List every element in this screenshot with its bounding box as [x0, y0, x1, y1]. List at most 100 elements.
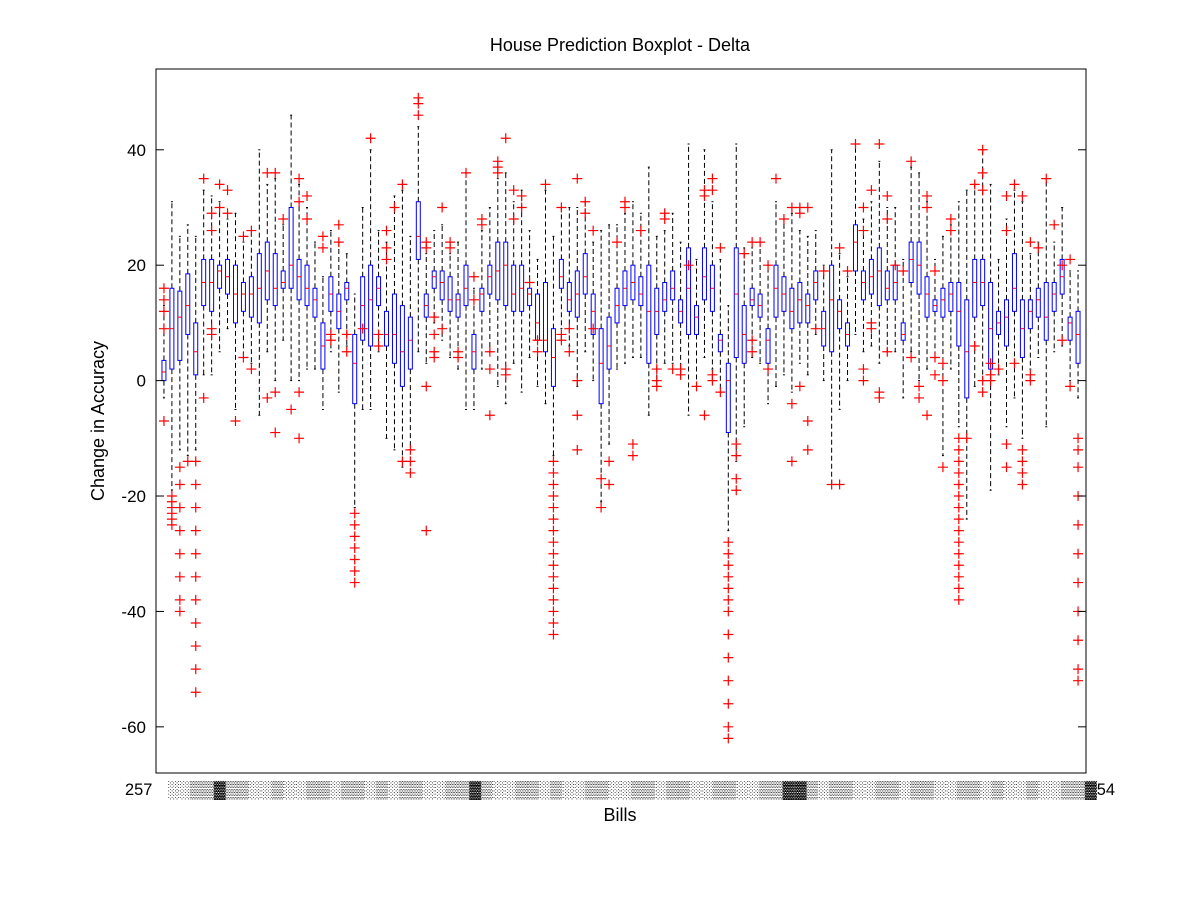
box-group: [1033, 241, 1044, 359]
box-group: [312, 241, 318, 370]
box-group: [731, 143, 742, 496]
outlier-marker: [953, 514, 964, 525]
outlier-marker: [1033, 242, 1044, 253]
outlier-marker: [270, 387, 281, 398]
outlier-marker: [286, 404, 297, 415]
box-group: [906, 156, 917, 363]
outlier-marker: [953, 560, 964, 571]
outlier-marker: [1073, 433, 1084, 444]
outlier-marker: [556, 202, 567, 213]
outlier-marker: [500, 133, 511, 144]
outlier-marker: [922, 190, 933, 201]
box-group: [286, 114, 297, 415]
box-group: [230, 212, 241, 426]
outlier-marker: [1073, 675, 1084, 686]
box-group: [874, 139, 885, 403]
outlier-marker: [262, 392, 273, 403]
box-group: [516, 189, 527, 393]
box-group: [834, 242, 845, 490]
outlier-marker: [516, 190, 527, 201]
outlier-marker: [349, 531, 360, 542]
box: [662, 282, 668, 312]
outlier-marker: [953, 571, 964, 582]
box-group: [222, 185, 233, 330]
outlier-marker: [548, 502, 559, 513]
outlier-marker: [548, 629, 559, 640]
outlier-marker: [731, 473, 742, 484]
outlier-marker: [802, 202, 813, 213]
outlier-marker: [1065, 254, 1076, 265]
outlier-marker: [548, 617, 559, 628]
outlier-marker: [969, 340, 980, 351]
box: [161, 359, 167, 382]
outlier-marker: [572, 173, 583, 184]
outlier-marker: [158, 306, 169, 317]
box-group: [646, 166, 652, 416]
box-group: [262, 167, 273, 403]
box-group: [747, 237, 758, 359]
outlier-marker: [977, 185, 988, 196]
outlier-marker: [723, 606, 734, 617]
outlier-marker: [953, 444, 964, 455]
outlier-marker: [627, 450, 638, 461]
outlier-marker: [906, 156, 917, 167]
outlier-marker: [373, 340, 384, 351]
box: [272, 253, 278, 307]
box-group: [174, 235, 185, 617]
outlier-marker: [763, 364, 774, 375]
outlier-marker: [174, 502, 185, 513]
outlier-marker: [985, 375, 996, 386]
outlier-marker: [158, 283, 169, 294]
box-group: [492, 156, 503, 387]
box: [582, 253, 588, 295]
box: [964, 299, 970, 399]
outlier-marker: [174, 571, 185, 582]
outlier-marker: [230, 416, 241, 426]
y-tick-label: -20: [121, 487, 146, 506]
box-group: [985, 183, 996, 491]
outlier-marker: [421, 381, 432, 392]
outlier-marker: [1057, 335, 1068, 346]
box: [558, 258, 564, 289]
outlier-marker: [548, 548, 559, 559]
outlier-marker: [810, 323, 821, 334]
box: [368, 264, 374, 347]
box-group: [437, 202, 448, 341]
outlier-marker: [1073, 548, 1084, 559]
box: [773, 264, 779, 318]
outlier-marker: [929, 352, 940, 363]
outlier-marker: [1025, 369, 1036, 380]
outlier-marker: [1073, 664, 1084, 675]
outlier-marker: [548, 456, 559, 467]
outlier-marker: [476, 219, 487, 230]
outlier-marker: [413, 110, 424, 121]
outlier-marker: [707, 185, 718, 196]
outlier-marker: [548, 537, 559, 548]
outlier-marker: [929, 265, 940, 276]
box: [352, 333, 358, 405]
box-group: [302, 190, 313, 370]
box-group: [667, 212, 678, 375]
box: [304, 264, 310, 307]
box-group: [198, 173, 209, 403]
outlier-marker: [858, 375, 869, 386]
outlier-marker: [1017, 467, 1028, 478]
outlier-marker: [572, 375, 583, 386]
outlier-marker: [508, 185, 519, 196]
box: [733, 247, 739, 359]
outlier-marker: [977, 144, 988, 155]
box-group: [500, 133, 511, 405]
box-group: [445, 237, 456, 359]
box-group: [532, 258, 543, 387]
outlier-marker: [333, 237, 344, 248]
box: [1004, 299, 1009, 347]
box: [543, 282, 548, 353]
box-group: [1009, 179, 1020, 399]
box-group: [778, 214, 789, 376]
outlier-marker: [532, 346, 543, 357]
box-group: [635, 212, 646, 359]
outlier-marker: [874, 392, 885, 403]
outlier-marker: [190, 502, 201, 513]
outlier-marker: [588, 225, 599, 236]
box: [527, 287, 533, 307]
